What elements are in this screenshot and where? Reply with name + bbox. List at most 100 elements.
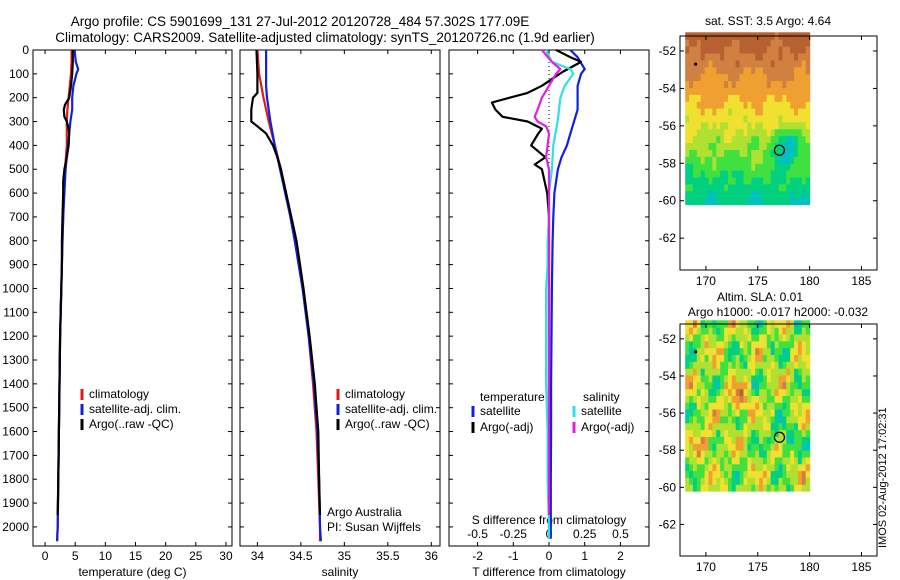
heat-cell — [751, 183, 756, 192]
heat-cell — [751, 429, 756, 437]
heat-cell — [770, 456, 776, 465]
heat-cell — [735, 347, 741, 355]
heat-cell — [774, 52, 780, 61]
heat-cell — [751, 354, 756, 362]
heat-cell — [755, 415, 760, 424]
heat-cell — [739, 368, 745, 376]
heat-cell — [693, 156, 698, 164]
heat-cell — [797, 409, 803, 417]
heat-cell — [797, 333, 803, 342]
heat-cell — [766, 73, 772, 82]
heat-cell — [766, 170, 772, 178]
heat-cell — [685, 347, 690, 355]
heat-cell — [716, 128, 721, 137]
x-axis-label: T difference from climatology — [472, 565, 626, 579]
heat-cell — [774, 463, 780, 472]
heat-cell — [782, 142, 787, 150]
heat-cell — [801, 340, 807, 349]
heat-cell — [759, 484, 764, 492]
heat-cell — [693, 340, 698, 349]
heat-cell — [762, 176, 768, 185]
heat-cell — [770, 176, 776, 185]
heat-cell — [712, 73, 717, 82]
heat-cell — [735, 108, 741, 116]
heat-cell — [755, 128, 760, 137]
heat-cell — [797, 456, 803, 465]
heat-cell — [759, 87, 764, 95]
heat-cell — [790, 101, 795, 109]
heat-cell — [708, 66, 713, 75]
heat-cell — [797, 135, 803, 144]
heat-cell — [747, 368, 752, 376]
legend-label-2: satellite — [581, 404, 622, 418]
heat-cell — [708, 190, 713, 199]
heat-cell — [689, 197, 694, 206]
heat-cell — [786, 101, 791, 109]
heat-cell — [805, 422, 811, 431]
heat-cell — [790, 333, 795, 342]
x-tick-label: 0 — [546, 549, 553, 563]
heat-cell — [739, 80, 745, 88]
heat-cell — [712, 470, 717, 478]
heat-cell — [728, 422, 733, 431]
heat-cell — [720, 470, 725, 478]
heat-cell — [790, 197, 795, 206]
heat-cell — [801, 87, 807, 95]
heat-cell — [685, 52, 690, 61]
heat-cell — [751, 46, 756, 54]
heat-cell — [778, 381, 783, 390]
heat-cell — [747, 101, 752, 109]
heat-cell — [685, 190, 690, 199]
heat-cell — [708, 39, 713, 47]
y-tick-label: 700 — [9, 210, 29, 224]
heat-cell — [790, 402, 795, 410]
heat-cell — [739, 456, 745, 465]
heat-cell — [716, 415, 721, 424]
heat-cell — [766, 333, 772, 342]
heat-cell — [716, 470, 721, 478]
heat-cell — [759, 183, 764, 192]
heat-cell — [782, 347, 787, 355]
heat-cell — [696, 395, 702, 403]
heat-cell — [689, 163, 694, 171]
heat-cell — [751, 333, 756, 342]
heat-cell — [685, 484, 690, 492]
heat-cell — [716, 176, 721, 185]
heat-cell — [794, 443, 799, 451]
heat-cell — [801, 176, 807, 185]
heat-cell — [693, 80, 698, 88]
heat-cell — [774, 388, 780, 396]
heat-cell — [755, 436, 760, 444]
heat-cell — [774, 121, 780, 130]
heat-cell — [704, 368, 710, 376]
heat-cell — [743, 409, 748, 417]
plot-frame — [32, 49, 233, 547]
heat-cell — [696, 470, 702, 478]
heat-cell — [700, 176, 706, 185]
heat-cell — [782, 170, 787, 178]
heat-cell — [700, 368, 706, 376]
heat-cell — [770, 368, 776, 376]
heat-cell — [797, 156, 803, 164]
heat-cell — [712, 197, 717, 206]
heat-cell — [731, 39, 737, 47]
heat-cell — [696, 135, 702, 144]
heat-cell — [728, 402, 733, 410]
heat-cell — [747, 340, 752, 349]
heat-cell — [778, 46, 783, 54]
heat-cell — [728, 87, 733, 95]
heat-cell — [731, 149, 737, 157]
heat-cell — [724, 59, 729, 68]
heat-cell — [720, 101, 725, 109]
heat-cell — [805, 183, 811, 192]
heat-cell — [731, 463, 737, 472]
heat-cell — [720, 450, 725, 458]
heat-cell — [689, 135, 694, 144]
heat-cell — [801, 46, 807, 54]
heat-cell — [716, 456, 721, 465]
heat-cell — [782, 368, 787, 376]
heat-cell — [704, 456, 710, 465]
heat-cell — [759, 176, 764, 185]
heat-cell — [696, 128, 702, 137]
heat-cell — [731, 477, 737, 485]
